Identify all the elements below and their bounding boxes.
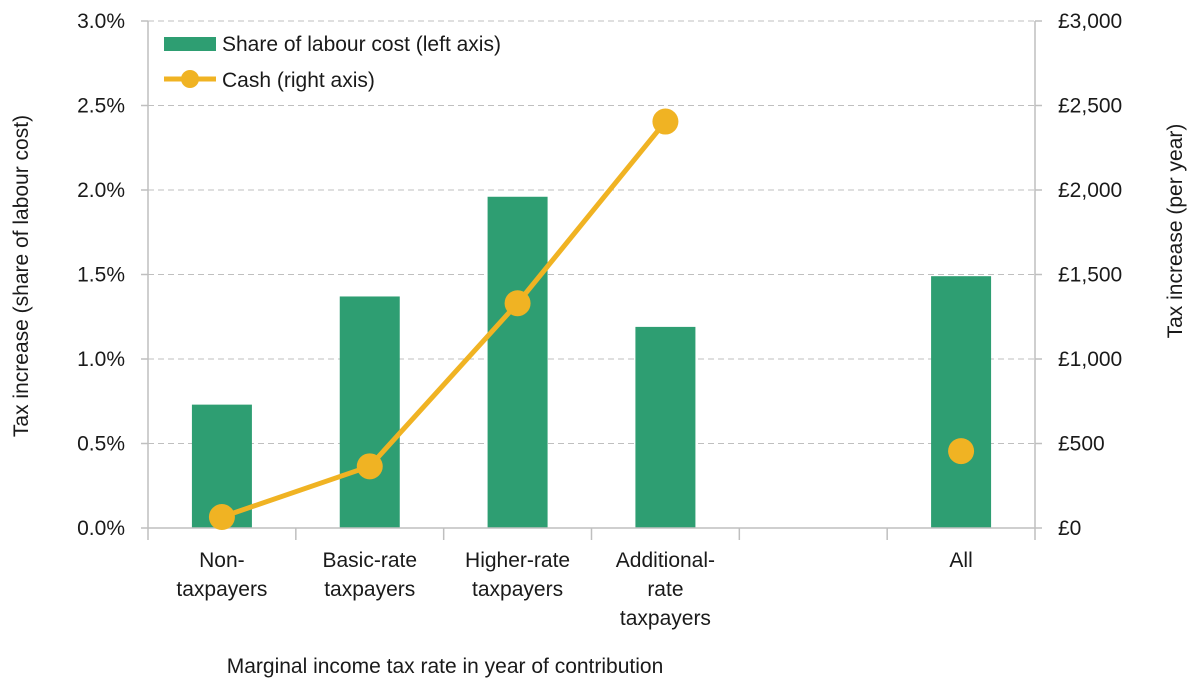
right-tick-label: £500 <box>1058 433 1105 456</box>
right-tick-label: £1,500 <box>1058 264 1122 287</box>
category-label: Higher-rate <box>465 549 570 572</box>
left-tick-label: 2.5% <box>77 95 125 118</box>
x-axis-title: Marginal income tax rate in year of cont… <box>227 655 664 678</box>
right-tick-label: £3,000 <box>1058 10 1122 33</box>
axes <box>141 20 1042 540</box>
cash-point <box>652 108 679 135</box>
bar <box>931 276 992 528</box>
right-tick-label: £1,000 <box>1058 348 1122 371</box>
left-axis-ticks: 0.0% 0.5% 1.0% 1.5% 2.0% 2.5% 3.0% <box>77 10 125 540</box>
left-axis-title: Tax increase (share of labour cost) <box>10 115 33 437</box>
right-axis-ticks: £0 £500 £1,000 £1,500 £2,000 £2,500 £3,000 <box>1058 10 1122 540</box>
category-label: taxpayers <box>176 578 267 601</box>
line-series <box>208 108 975 531</box>
right-tick-label: £0 <box>1058 517 1081 540</box>
legend-bar-label: Share of labour cost (left axis) <box>222 33 501 56</box>
legend: Share of labour cost (left axis) Cash (r… <box>164 33 501 92</box>
left-tick-label: 0.5% <box>77 433 125 456</box>
gridlines <box>148 20 1035 444</box>
left-tick-label: 0.0% <box>77 517 125 540</box>
left-tick-label: 2.0% <box>77 179 125 202</box>
right-tick-label: £2,000 <box>1058 179 1122 202</box>
right-axis-title: Tax increase (per year) <box>1164 124 1187 339</box>
cash-line <box>221 119 668 520</box>
category-labels: Non-taxpayers Basic-rate taxpayers Higher-r… <box>176 549 972 630</box>
left-tick-label: 3.0% <box>77 10 125 33</box>
category-label: Basic-rate <box>322 549 417 572</box>
legend-line-marker <box>181 70 199 88</box>
right-tick-label: £2,500 <box>1058 95 1122 118</box>
bar <box>339 296 400 528</box>
category-label: taxpayers <box>324 578 415 601</box>
category-label: Additional- <box>616 549 715 572</box>
bar <box>635 326 696 528</box>
cash-point <box>504 290 531 317</box>
category-label: taxpayers <box>472 578 563 601</box>
bar <box>487 196 548 528</box>
cash-point <box>208 504 235 531</box>
category-label: rate <box>647 578 683 601</box>
cash-point <box>356 453 383 480</box>
category-label: Non- <box>199 549 245 572</box>
category-label: taxpayers <box>620 607 711 630</box>
category-label: All <box>949 549 972 572</box>
bar-series <box>191 196 992 528</box>
left-tick-label: 1.5% <box>77 264 125 287</box>
left-tick-label: 1.0% <box>77 348 125 371</box>
legend-bar-swatch <box>164 37 216 51</box>
legend-line-label: Cash (right axis) <box>222 69 375 92</box>
cash-point <box>948 438 975 465</box>
